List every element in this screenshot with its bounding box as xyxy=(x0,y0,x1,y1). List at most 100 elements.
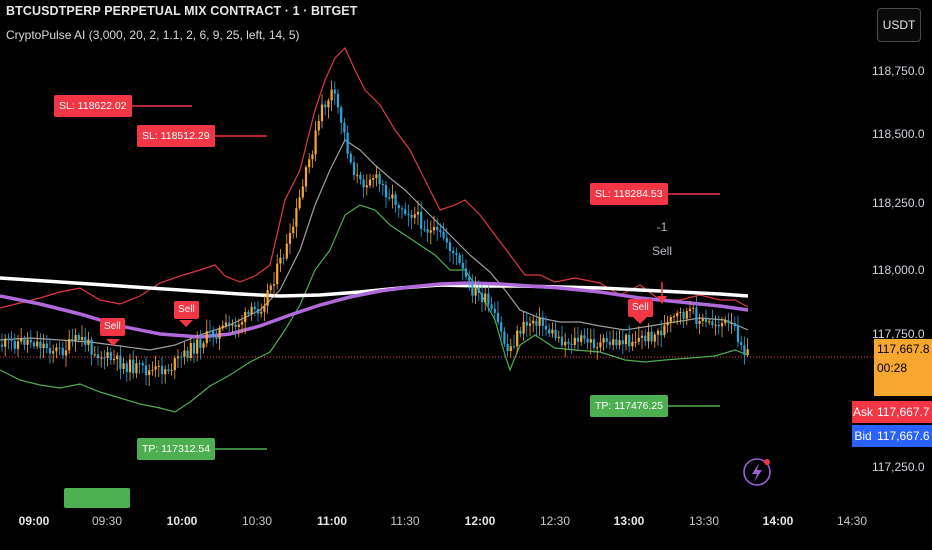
candle-body xyxy=(596,347,599,349)
candle-body xyxy=(589,339,592,343)
candle-body xyxy=(509,346,512,351)
candle-body xyxy=(740,342,743,346)
candle-body xyxy=(80,337,84,340)
ask-value: 117,667.7 xyxy=(874,401,932,423)
time-axis-label: 12:30 xyxy=(539,514,571,528)
candle-body xyxy=(541,317,544,326)
candle-body xyxy=(407,214,410,216)
candle-body xyxy=(218,328,221,339)
candle-body xyxy=(221,325,224,329)
candle-body xyxy=(570,343,573,346)
candle-body xyxy=(93,354,96,356)
candle-body xyxy=(311,154,314,160)
time-axis-label: 11:30 xyxy=(390,514,420,528)
candle-body xyxy=(212,331,215,338)
candle-body xyxy=(138,363,141,365)
candle-body xyxy=(493,308,496,313)
ask-label[interactable]: Ask xyxy=(852,401,874,423)
currency-button[interactable]: USDT xyxy=(877,8,921,42)
candle-body xyxy=(160,365,164,375)
candle-body xyxy=(496,312,500,323)
lightning-icon[interactable] xyxy=(743,458,771,486)
time-axis-label: 13:00 xyxy=(613,514,645,528)
candle-body xyxy=(240,322,244,325)
candle-body xyxy=(224,322,228,326)
indicator-legend[interactable]: CryptoPulse AI (3,000, 20, 2, 1.1, 2, 6,… xyxy=(6,28,300,42)
candle-body xyxy=(61,347,64,356)
candle-body xyxy=(672,316,676,318)
candle-body xyxy=(599,342,602,348)
candle-body xyxy=(173,358,176,371)
tp-label: TP: 117476.25 xyxy=(590,395,669,417)
candle-body xyxy=(112,359,116,361)
candle-body xyxy=(346,132,349,154)
sl-label: SL: 118284.53 xyxy=(590,183,668,205)
candle-body xyxy=(394,194,397,205)
candle-body xyxy=(384,185,388,198)
candle-body xyxy=(391,194,394,199)
candle-body xyxy=(650,331,653,342)
candle-body xyxy=(122,363,125,369)
symbol-title[interactable]: BTCUSDTPERP PERPETUAL MIX CONTRACT · 1 ·… xyxy=(6,4,358,18)
candle-body xyxy=(452,250,455,254)
candle-body xyxy=(679,311,682,313)
candle-body xyxy=(269,285,272,291)
candle-body xyxy=(317,121,320,131)
candle-body xyxy=(455,253,458,256)
candle-body xyxy=(151,369,154,371)
candle-body xyxy=(567,341,570,344)
candle-body xyxy=(714,324,717,326)
candle-body xyxy=(45,343,48,349)
candle-body xyxy=(141,363,144,366)
candle-body xyxy=(695,307,698,324)
candle-body xyxy=(55,347,58,352)
candle-body xyxy=(628,334,631,347)
candle-body xyxy=(733,323,736,327)
candle-body xyxy=(516,330,519,347)
candle-body xyxy=(0,344,4,347)
lower-band-line xyxy=(0,204,749,413)
candle-body xyxy=(68,339,71,351)
candle-body xyxy=(647,331,650,342)
candle-body xyxy=(256,309,260,314)
candle-body xyxy=(170,370,173,372)
candle-body xyxy=(26,339,29,345)
candle-body xyxy=(612,339,615,345)
time-axis-label: 14:00 xyxy=(762,514,794,528)
candle-body xyxy=(471,280,474,296)
candle-body xyxy=(352,162,356,176)
upper-band-line xyxy=(0,46,749,309)
candle-body xyxy=(484,293,487,303)
candle-body xyxy=(333,89,336,94)
candle-body xyxy=(359,174,362,180)
time-axis-label: 14:30 xyxy=(836,514,868,528)
tp-label-clipped xyxy=(64,488,130,508)
candle-body xyxy=(148,370,151,376)
candle-body xyxy=(644,335,647,342)
candle-body xyxy=(736,326,740,343)
candle-body xyxy=(720,323,724,327)
candle-body xyxy=(586,338,589,343)
price-axis-label: 117,250.0 xyxy=(872,460,925,474)
candle-body xyxy=(58,347,61,349)
candle-body xyxy=(663,325,666,336)
candle-body xyxy=(490,304,493,309)
candle-body xyxy=(698,320,701,324)
candle-body xyxy=(237,324,240,328)
candle-body xyxy=(682,311,685,319)
bid-label[interactable]: Bid xyxy=(852,425,874,447)
candle-body xyxy=(640,335,644,338)
candle-body xyxy=(208,331,212,333)
candle-body xyxy=(477,288,480,294)
candle-body xyxy=(32,342,36,347)
time-axis-label: 10:30 xyxy=(241,514,273,528)
candle-body xyxy=(71,339,74,342)
candle-body xyxy=(202,343,205,348)
candle-body xyxy=(314,130,317,155)
candle-body xyxy=(426,229,429,233)
candle-body xyxy=(84,337,87,345)
candle-body xyxy=(205,331,208,344)
candle-body xyxy=(637,337,640,342)
signal-annotation-value: -1 xyxy=(656,220,668,234)
